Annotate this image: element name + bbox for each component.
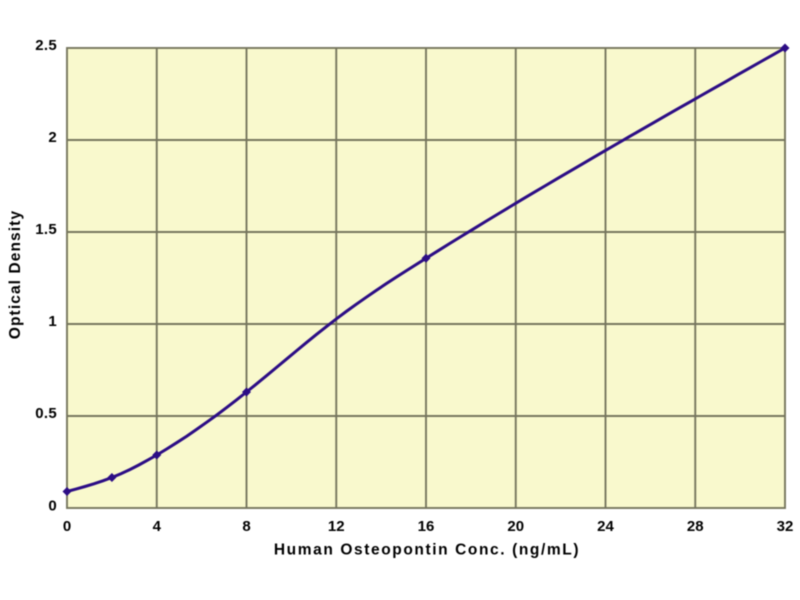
svg-text:0.5: 0.5 bbox=[35, 405, 57, 422]
svg-text:2: 2 bbox=[48, 129, 57, 146]
svg-text:12: 12 bbox=[328, 518, 345, 535]
svg-text:Optical Density: Optical Density bbox=[7, 210, 24, 339]
svg-text:16: 16 bbox=[418, 518, 435, 535]
svg-text:1.5: 1.5 bbox=[35, 221, 57, 238]
svg-text:2.5: 2.5 bbox=[35, 37, 57, 54]
svg-text:0: 0 bbox=[63, 518, 71, 535]
svg-text:24: 24 bbox=[597, 518, 614, 535]
svg-text:1: 1 bbox=[48, 313, 57, 330]
svg-text:8: 8 bbox=[242, 518, 250, 535]
svg-text:Human Osteopontin Conc. (ng/mL: Human Osteopontin Conc. (ng/mL) bbox=[274, 542, 580, 559]
svg-text:0: 0 bbox=[48, 498, 57, 515]
svg-text:4: 4 bbox=[153, 518, 162, 535]
svg-text:20: 20 bbox=[507, 518, 524, 535]
svg-text:32: 32 bbox=[777, 518, 794, 535]
svg-text:28: 28 bbox=[687, 518, 704, 535]
